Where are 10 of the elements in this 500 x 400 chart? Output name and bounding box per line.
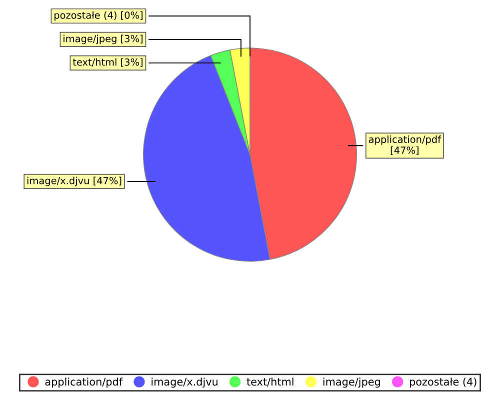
data-label: text/html [3%] bbox=[72, 58, 142, 67]
legend-label: pozostałe (4) bbox=[410, 378, 476, 388]
text: pozostałe (4) [0%] bbox=[54, 11, 142, 21]
legend-label: application/pdf bbox=[45, 378, 123, 388]
data-label: image/x.djvu [47%] bbox=[27, 176, 122, 186]
legend-label: image/jpeg bbox=[323, 378, 380, 388]
data-label: image/jpeg [3%] bbox=[64, 34, 142, 44]
legend-label: image/x.djvu bbox=[152, 378, 218, 388]
legend-label: text/html bbox=[246, 378, 294, 386]
data-label: application/pdf [47%] bbox=[368, 135, 442, 156]
